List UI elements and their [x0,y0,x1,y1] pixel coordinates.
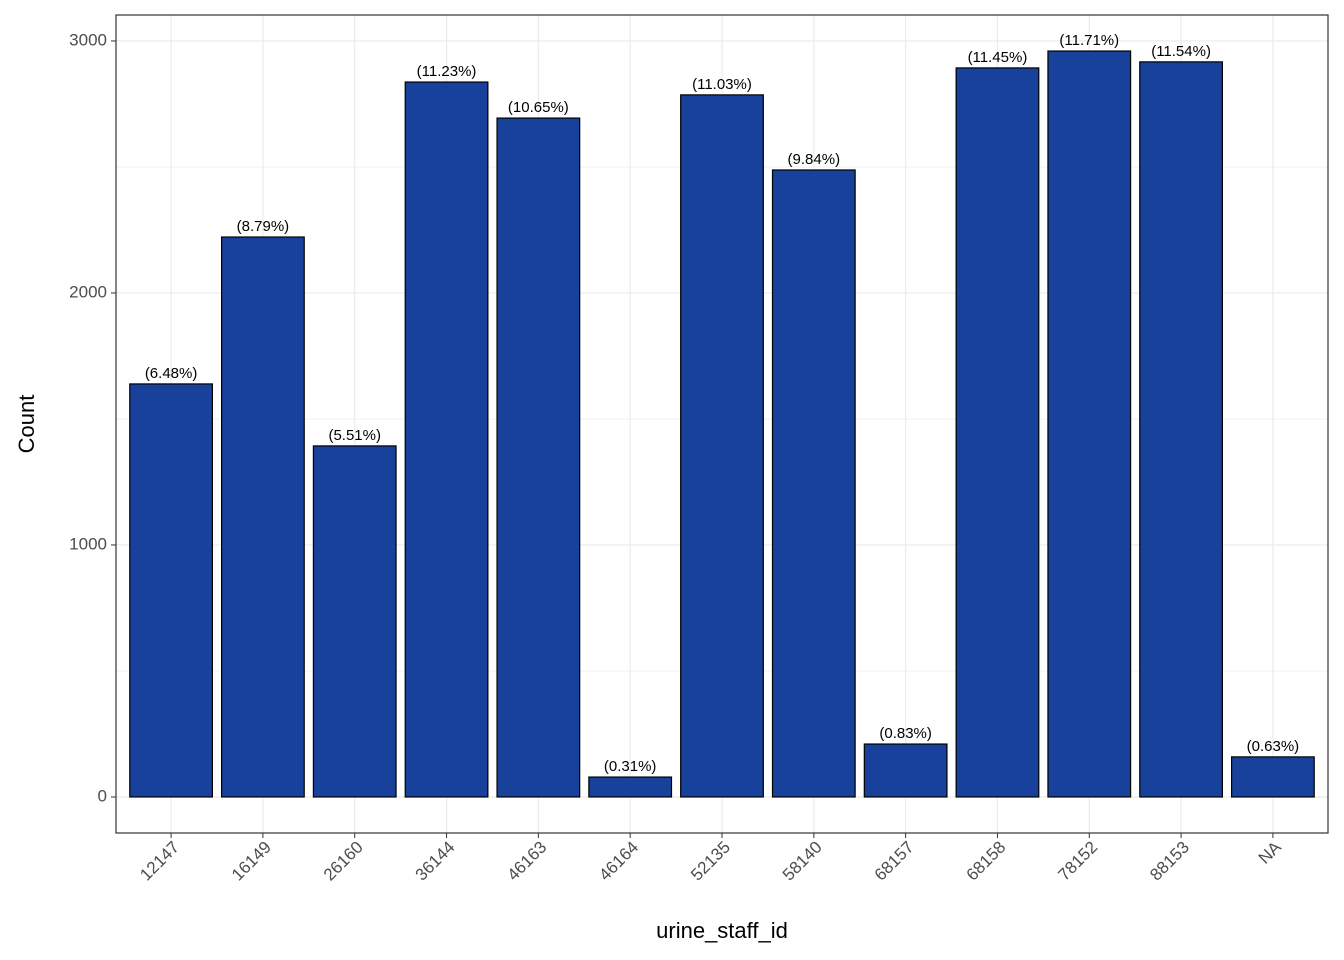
x-tick-label: 36144 [412,838,459,885]
y-tick-label: 2000 [69,282,107,301]
y-tick-label: 0 [98,786,107,805]
data-label: (6.48%) [145,365,198,382]
x-tick-label: 46164 [595,838,642,885]
bar [404,81,489,798]
bar [680,94,764,798]
bar [220,236,305,798]
data-label: (0.83%) [879,725,932,742]
y-tick-label: 3000 [69,30,107,49]
data-label: (11.23%) [417,63,477,80]
x-tick-label: 12147 [136,838,183,885]
y-tick-label: 1000 [69,534,107,553]
bar [863,743,948,798]
x-tick-label: 88153 [1146,838,1193,885]
x-tick-label: 68157 [871,838,918,885]
data-label: (5.51%) [328,427,381,444]
bar [1230,756,1315,798]
x-tick-label: 26160 [320,838,367,885]
bar [496,117,581,798]
x-tick-label: 52135 [687,838,734,885]
bar [1047,50,1132,798]
bar [129,383,214,798]
data-label: (11.54%) [1151,43,1211,60]
data-label: (11.71%) [1059,32,1119,49]
x-tick-label: 16149 [228,838,275,885]
x-tick-label: 58140 [779,838,826,885]
bar [588,776,673,798]
data-label: (10.65%) [508,99,569,116]
x-axis-title: urine_staff_id [656,918,788,943]
y-axis-title: Count [14,395,39,454]
data-label: (0.31%) [604,758,657,775]
data-label: (0.63%) [1247,738,1300,755]
x-tick-label: 68158 [963,838,1010,885]
bar [1139,61,1224,798]
x-tick-label: NA [1255,837,1286,868]
data-label: (11.03%) [692,76,752,93]
x-tick-label: 46163 [503,838,550,885]
bar [312,445,397,798]
x-tick-label: 78152 [1054,838,1101,885]
data-label: (8.79%) [237,218,290,235]
bar [771,169,856,798]
data-label: (11.45%) [968,49,1028,66]
bar [955,67,1040,798]
panel-border [115,14,1329,834]
data-label: (9.84%) [788,151,841,168]
